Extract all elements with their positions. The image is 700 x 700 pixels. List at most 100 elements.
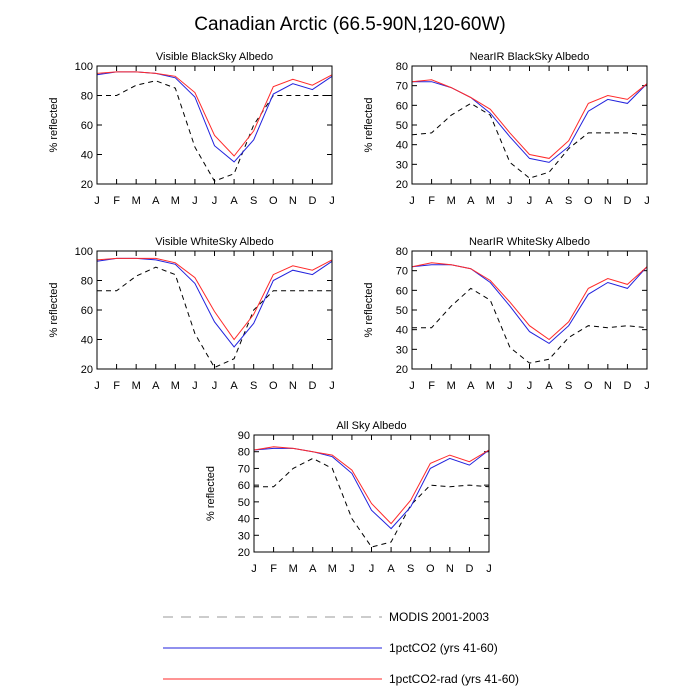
series-line-modis [412, 287, 648, 364]
y-axis-label: % reflected [363, 282, 375, 337]
y-tick-label: 80 [396, 246, 408, 258]
x-tick-label: O [269, 195, 278, 207]
panel-all-sky: All Sky Albedo % reflected 20 30 40 50 60 70 80 9… [205, 420, 492, 575]
x-tick-label: N [604, 380, 612, 392]
x-tick-label: A [152, 380, 160, 392]
y-tick-label: 20 [396, 179, 408, 191]
plot-frame [96, 65, 333, 185]
y-tick-label: 50 [396, 305, 408, 317]
legend: MODIS 2001-2003 1pctCO2 (yrs 41-60) 1pctCO… [163, 610, 519, 686]
x-tick-label: J [94, 195, 100, 207]
y-tick-label: 30 [396, 159, 408, 171]
y-tick-label: 80 [396, 61, 408, 73]
x-tick-label: M [171, 195, 180, 207]
x-tick-label: D [623, 380, 631, 392]
y-tick-label: 20 [81, 364, 93, 376]
y-tick-label: 60 [238, 480, 250, 492]
x-tick-label: A [467, 380, 475, 392]
y-tick-label: 60 [81, 305, 93, 317]
x-tick-label: D [465, 563, 473, 575]
x-tick-label: M [328, 563, 337, 575]
x-tick-label: A [230, 380, 238, 392]
legend-item-co2rad: 1pctCO2-rad (yrs 41-60) [163, 672, 519, 686]
y-tick-label: 80 [238, 447, 250, 459]
plot-frame [411, 65, 648, 185]
legend-item-modis: MODIS 2001-2003 [163, 610, 489, 624]
x-tick-label: J [349, 563, 355, 575]
y-tick-label: 20 [238, 547, 250, 559]
y-tick-label: 60 [396, 285, 408, 297]
x-tick-label: M [447, 195, 456, 207]
y-tick-label: 70 [396, 266, 408, 278]
y-tick-label: 20 [396, 364, 408, 376]
x-tick-label: S [565, 380, 572, 392]
panel-nir-white: NearIR WhiteSky Albedo % reflected 20 30 40 5… [363, 236, 650, 392]
y-tick-label: 40 [238, 514, 250, 526]
x-tick-label: N [289, 195, 297, 207]
y-tick-label: 40 [81, 150, 93, 162]
x-tick-label: J [212, 380, 218, 392]
x-tick-label: J [329, 195, 335, 207]
series-line-co2 [412, 81, 648, 163]
panel-title: NearIR BlackSky Albedo [470, 51, 590, 63]
x-tick-label: A [545, 380, 553, 392]
x-tick-label: J [251, 563, 257, 575]
y-tick-label: 70 [238, 463, 250, 475]
x-tick-label: D [308, 380, 316, 392]
x-tick-label: M [171, 380, 180, 392]
y-tick-label: 50 [238, 497, 250, 509]
panel-title: All Sky Albedo [336, 420, 406, 432]
y-tick-label: 40 [396, 140, 408, 152]
legend-item-co2: 1pctCO2 (yrs 41-60) [163, 641, 498, 655]
y-tick-label: 90 [238, 430, 250, 442]
y-axis-label: % reflected [205, 466, 217, 521]
y-tick-label: 30 [396, 344, 408, 356]
y-tick-label: 60 [396, 100, 408, 112]
panel-vis-black: Visible BlackSky Albedo % reflected 20 40 60… [48, 51, 335, 207]
x-tick-label: M [132, 380, 141, 392]
y-tick-label: 80 [81, 276, 93, 288]
y-tick-label: 60 [81, 120, 93, 132]
series-line-modis [411, 102, 648, 179]
y-tick-label: 80 [81, 91, 93, 103]
y-tick-label: 30 [238, 530, 250, 542]
series-line-co2rad [253, 446, 490, 525]
y-tick-label: 40 [81, 335, 93, 347]
x-tick-label: A [230, 195, 238, 207]
panel-title: NearIR WhiteSky Albedo [469, 236, 590, 248]
panel-vis-white: Visible WhiteSky Albedo % reflected 20 40 60… [48, 236, 335, 392]
y-tick-label: 100 [75, 246, 93, 258]
plot-frame [96, 250, 333, 370]
figure-title: Canadian Arctic (66.5-90N,120-60W) [194, 14, 506, 35]
x-tick-label: S [407, 563, 414, 575]
x-tick-label: J [212, 195, 218, 207]
y-tick-label: 40 [396, 325, 408, 337]
x-tick-label: S [565, 195, 572, 207]
x-tick-label: F [113, 380, 120, 392]
x-tick-label: N [446, 563, 454, 575]
series-line-co2 [96, 71, 333, 163]
x-tick-label: F [428, 380, 435, 392]
x-tick-label: M [486, 380, 495, 392]
x-tick-label: D [308, 195, 316, 207]
x-tick-label: J [329, 380, 335, 392]
x-tick-label: M [289, 563, 298, 575]
y-tick-label: 50 [396, 120, 408, 132]
x-tick-label: A [387, 563, 395, 575]
x-tick-label: N [289, 380, 297, 392]
x-tick-label: J [486, 563, 492, 575]
x-tick-label: J [409, 195, 415, 207]
x-tick-label: J [644, 195, 650, 207]
y-tick-label: 20 [81, 179, 93, 191]
x-tick-label: S [250, 380, 257, 392]
x-tick-label: J [369, 563, 375, 575]
series-line-co2 [253, 447, 490, 530]
x-tick-label: O [584, 195, 593, 207]
x-tick-label: J [192, 380, 198, 392]
x-tick-label: J [94, 380, 100, 392]
x-tick-label: D [623, 195, 631, 207]
y-tick-label: 70 [396, 81, 408, 93]
plot-frame [411, 250, 648, 370]
x-tick-label: J [507, 380, 513, 392]
